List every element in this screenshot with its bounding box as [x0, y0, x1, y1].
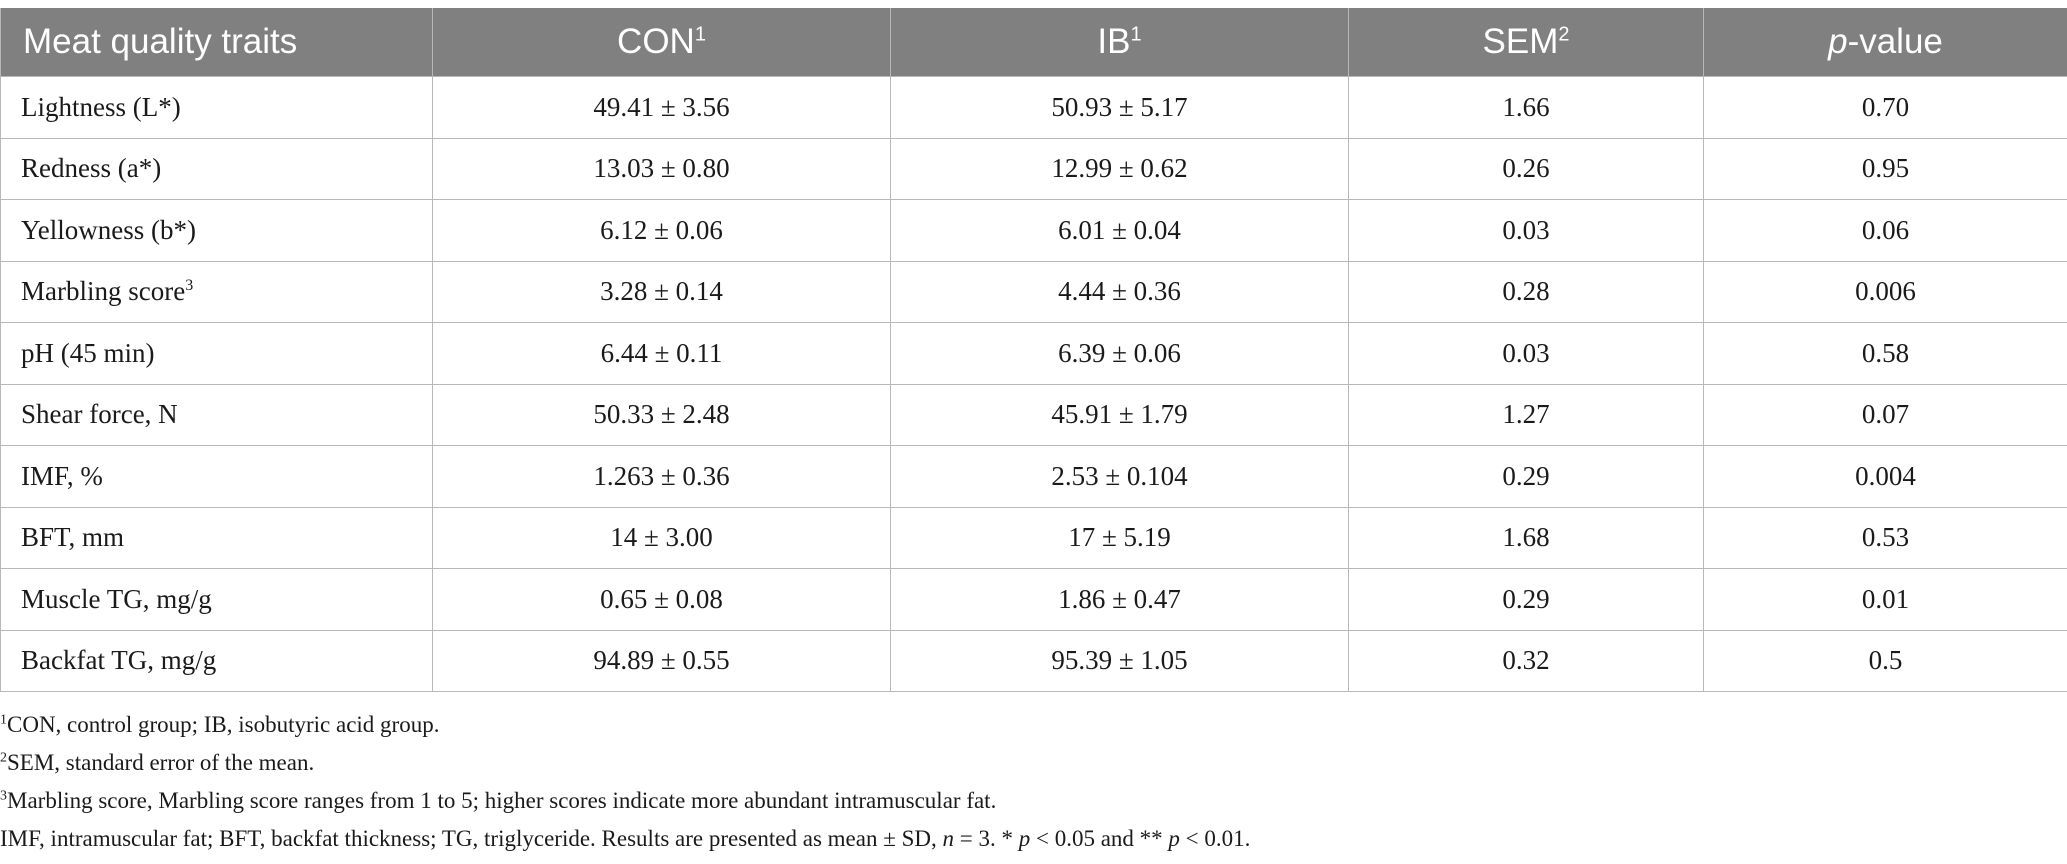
cell-con: 94.89 ± 0.55 [432, 629, 891, 692]
cell-ib: 1.86 ± 0.47 [890, 568, 1349, 631]
cell-trait: Muscle TG, mg/g [0, 568, 433, 631]
cell-con: 14 ± 3.00 [432, 506, 891, 569]
cell-trait: BFT, mm [0, 506, 433, 569]
cell-trait: Lightness (L*) [0, 76, 433, 139]
cell-ib: 4.44 ± 0.36 [890, 260, 1349, 323]
cell-con: 49.41 ± 3.56 [432, 76, 891, 139]
cell-p-value: 0.006 [1703, 260, 2067, 323]
cell-con: 13.03 ± 0.80 [432, 137, 891, 200]
footnote-3: 3Marbling score, Marbling score ranges f… [0, 788, 997, 813]
header-p-value: p-value [1703, 8, 2067, 77]
cell-ib: 6.39 ± 0.06 [890, 322, 1349, 385]
table-row: Muscle TG, mg/g 0.65 ± 0.08 1.86 ± 0.47 … [0, 568, 2067, 631]
table-row: pH (45 min) 6.44 ± 0.11 6.39 ± 0.06 0.03… [0, 322, 2067, 385]
cell-sem: 0.29 [1348, 445, 1704, 508]
cell-p-value: 0.01 [1703, 568, 2067, 631]
cell-trait: Marbling score3 [0, 260, 433, 323]
table-header-row: Meat quality traits CON1 IB1 SEM2 p-valu… [0, 8, 2067, 77]
cell-ib: 45.91 ± 1.79 [890, 383, 1349, 446]
cell-trait: pH (45 min) [0, 322, 433, 385]
table-footnotes: 1CON, control group; IB, isobutyric acid… [0, 706, 2067, 858]
cell-sem: 1.68 [1348, 506, 1704, 569]
header-con: CON1 [432, 8, 891, 77]
cell-con: 50.33 ± 2.48 [432, 383, 891, 446]
footnote-2: 2SEM, standard error of the mean. [0, 750, 315, 775]
cell-p-value: 0.07 [1703, 383, 2067, 446]
cell-p-value: 0.95 [1703, 137, 2067, 200]
cell-trait: Yellowness (b*) [0, 199, 433, 262]
table-row: Redness (a*) 13.03 ± 0.80 12.99 ± 0.62 0… [0, 137, 2067, 200]
cell-p-value: 0.06 [1703, 199, 2067, 262]
cell-ib: 12.99 ± 0.62 [890, 137, 1349, 200]
cell-sem: 0.28 [1348, 260, 1704, 323]
cell-trait: Redness (a*) [0, 137, 433, 200]
cell-p-value: 0.70 [1703, 76, 2067, 139]
cell-p-value: 0.58 [1703, 322, 2067, 385]
cell-ib: 95.39 ± 1.05 [890, 629, 1349, 692]
cell-trait: IMF, % [0, 445, 433, 508]
footnote-ref: 3 [185, 277, 194, 295]
cell-sem: 0.29 [1348, 568, 1704, 631]
cell-p-value: 0.53 [1703, 506, 2067, 569]
cell-trait: Shear force, N [0, 383, 433, 446]
header-trait: Meat quality traits [0, 8, 433, 77]
meat-quality-table: Meat quality traits CON1 IB1 SEM2 p-valu… [0, 8, 2067, 692]
cell-con: 6.12 ± 0.06 [432, 199, 891, 262]
table-row: Lightness (L*) 49.41 ± 3.56 50.93 ± 5.17… [0, 76, 2067, 139]
cell-ib: 2.53 ± 0.104 [890, 445, 1349, 508]
cell-p-value: 0.5 [1703, 629, 2067, 692]
data-table-container: Meat quality traits CON1 IB1 SEM2 p-valu… [0, 8, 2067, 692]
cell-con: 6.44 ± 0.11 [432, 322, 891, 385]
cell-sem: 0.26 [1348, 137, 1704, 200]
header-ib: IB1 [890, 8, 1349, 77]
cell-con: 0.65 ± 0.08 [432, 568, 891, 631]
cell-sem: 1.66 [1348, 76, 1704, 139]
cell-sem: 0.03 [1348, 199, 1704, 262]
cell-con: 3.28 ± 0.14 [432, 260, 891, 323]
table-row: Yellowness (b*) 6.12 ± 0.06 6.01 ± 0.04 … [0, 199, 2067, 262]
cell-ib: 6.01 ± 0.04 [890, 199, 1349, 262]
table-row: Backfat TG, mg/g 94.89 ± 0.55 95.39 ± 1.… [0, 629, 2067, 692]
cell-ib: 17 ± 5.19 [890, 506, 1349, 569]
table-row: Shear force, N 50.33 ± 2.48 45.91 ± 1.79… [0, 383, 2067, 446]
cell-p-value: 0.004 [1703, 445, 2067, 508]
footnote-abbreviations: IMF, intramuscular fat; BFT, backfat thi… [0, 826, 1251, 851]
cell-ib: 50.93 ± 5.17 [890, 76, 1349, 139]
cell-sem: 0.32 [1348, 629, 1704, 692]
table-row: IMF, % 1.263 ± 0.36 2.53 ± 0.104 0.29 0.… [0, 445, 2067, 508]
cell-sem: 1.27 [1348, 383, 1704, 446]
table-row: Marbling score3 3.28 ± 0.14 4.44 ± 0.36 … [0, 260, 2067, 323]
cell-sem: 0.03 [1348, 322, 1704, 385]
cell-trait: Backfat TG, mg/g [0, 629, 433, 692]
table-body: Lightness (L*) 49.41 ± 3.56 50.93 ± 5.17… [0, 76, 2067, 692]
cell-con: 1.263 ± 0.36 [432, 445, 891, 508]
table-row: BFT, mm 14 ± 3.00 17 ± 5.19 1.68 0.53 [0, 506, 2067, 569]
header-sem: SEM2 [1348, 8, 1704, 77]
footnote-1: 1CON, control group; IB, isobutyric acid… [0, 712, 440, 737]
